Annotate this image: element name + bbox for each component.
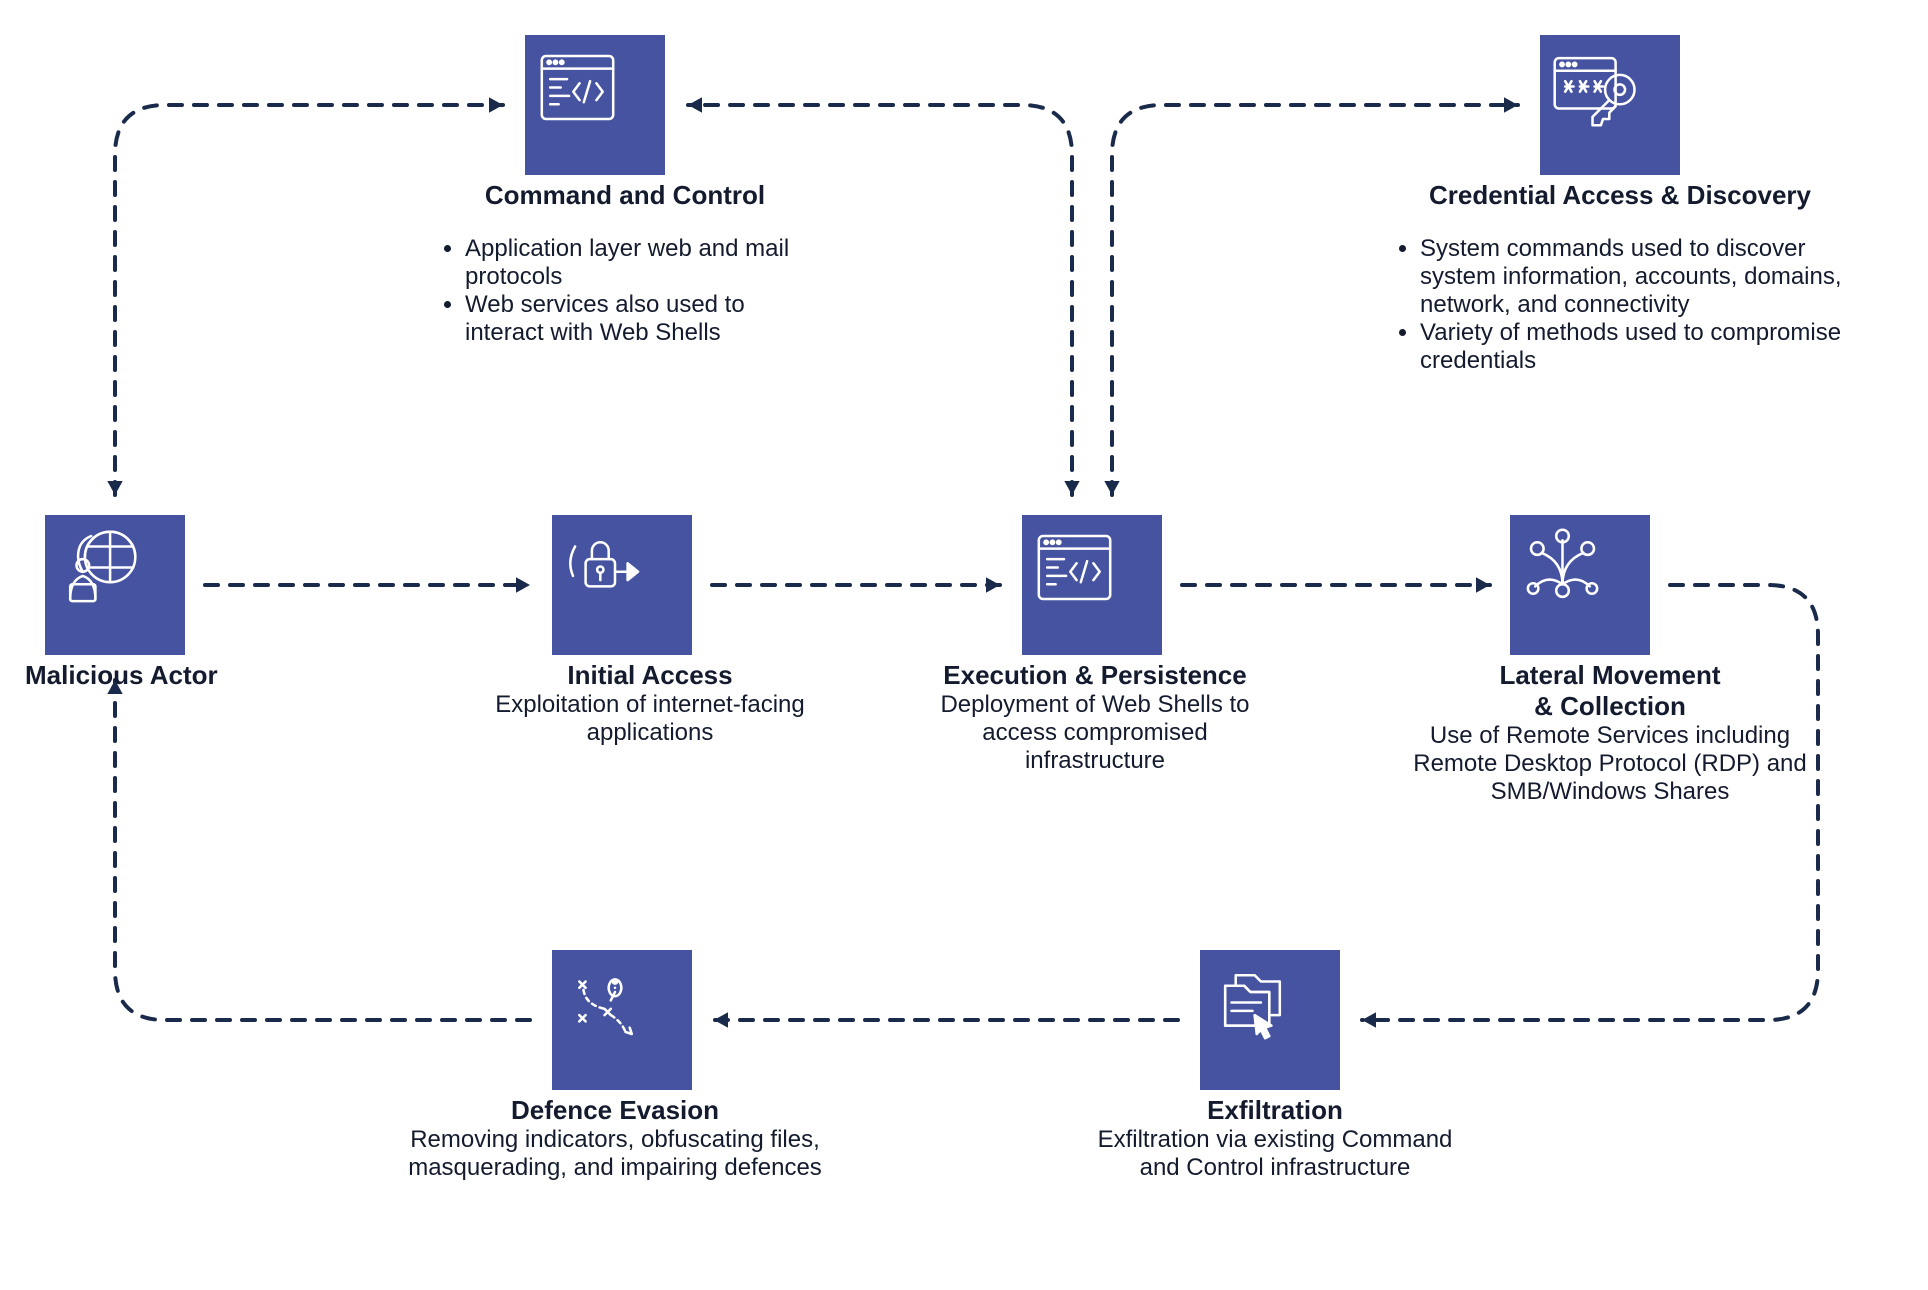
diagram-stage: Malicious Actor Command and Control Appli… [0, 0, 1928, 1290]
map-x-icon [552, 950, 692, 1090]
bullet-item: Web services also used to interact with … [465, 291, 825, 347]
lock-arrow-icon [552, 515, 692, 655]
edge-defence-to-actor [115, 680, 530, 1020]
node-desc: Removing indicators, obfuscating files, … [400, 1126, 830, 1182]
node-title: Defence Evasion [400, 1095, 830, 1126]
node-text-defence-evasion: Defence EvasionRemoving indicators, obfu… [400, 1095, 830, 1182]
node-title: Execution & Persistence [920, 660, 1270, 691]
node-text-execution-persistence: Execution & PersistenceDeployment of Web… [920, 660, 1270, 775]
node-text-initial-access: Initial AccessExploitation of internet-f… [470, 660, 830, 747]
actor-icon [45, 515, 185, 655]
node-title: Initial Access [470, 660, 830, 691]
node-desc: Use of Remote Services including Remote … [1410, 722, 1810, 806]
code-window-icon [1022, 515, 1162, 655]
node-desc: Deployment of Web Shells to access compr… [920, 691, 1270, 775]
folders-cursor-icon [1200, 950, 1340, 1090]
node-text-exfiltration: ExfiltrationExfiltration via existing Co… [1095, 1095, 1455, 1182]
node-desc: Exfiltration via existing Command and Co… [1095, 1126, 1455, 1182]
bullet-item: Application layer web and mail protocols [465, 235, 825, 291]
node-text-credential-access: Credential Access & Discovery System comm… [1380, 180, 1860, 399]
node-title: Malicious Actor [25, 660, 255, 691]
jester-icon [1510, 515, 1650, 655]
node-text-command-control: Command and Control Application layer web… [425, 180, 825, 371]
node-bullets: Application layer web and mail protocols… [425, 235, 825, 347]
node-title: Command and Control [425, 180, 825, 211]
node-text-malicious-actor: Malicious Actor [25, 660, 255, 691]
node-title: Exfiltration [1095, 1095, 1455, 1126]
code-window-icon [525, 35, 665, 175]
password-key-icon [1540, 35, 1680, 175]
node-desc: Exploitation of internet-facing applicat… [470, 691, 830, 747]
bullet-item: Variety of methods used to compromise cr… [1420, 319, 1860, 375]
bullet-item: System commands used to discover system … [1420, 235, 1860, 319]
node-title: Lateral Movement& Collection [1410, 660, 1810, 722]
node-bullets: System commands used to discover system … [1380, 235, 1860, 375]
node-title: Credential Access & Discovery [1380, 180, 1860, 211]
node-text-lateral-movement: Lateral Movement& CollectionUse of Remot… [1410, 660, 1810, 806]
